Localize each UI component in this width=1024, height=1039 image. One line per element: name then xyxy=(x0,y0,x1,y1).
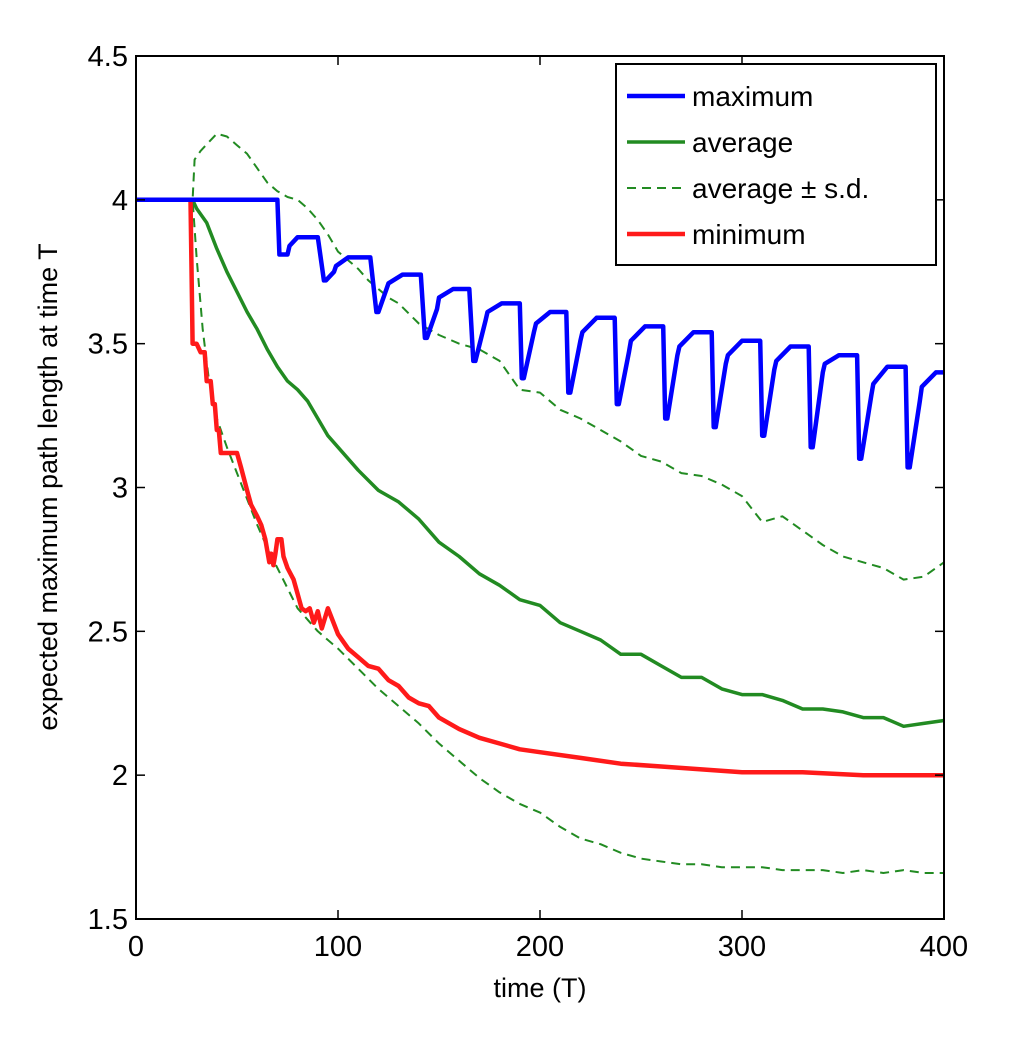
y-tick-label: 2.5 xyxy=(88,616,128,648)
series-line-average xyxy=(136,198,945,729)
y-tick-label: 1.5 xyxy=(88,904,128,936)
x-tick-label: 400 xyxy=(920,931,968,963)
series-lines xyxy=(136,132,945,874)
series-line-average-sd xyxy=(136,132,945,581)
y-tick-label: 3.5 xyxy=(88,329,128,361)
series-line-maximum xyxy=(136,197,944,470)
x-tick-label: 100 xyxy=(314,931,362,963)
y-tick-label: 3 xyxy=(112,473,128,505)
x-tick-label: 200 xyxy=(516,931,564,963)
y-tick-label: 2 xyxy=(112,760,128,792)
x-tick-label: 0 xyxy=(128,931,144,963)
series-line-minimum xyxy=(136,197,944,778)
x-tick-label: 300 xyxy=(718,931,766,963)
y-tick-label: 4 xyxy=(112,185,128,217)
legend-entries: maximum average average ± s.d. minimum xyxy=(627,81,869,250)
y-axis: 1.5 2 2.5 3 3.5 4 4.5 xyxy=(88,41,944,936)
x-axis-label: time (T) xyxy=(494,973,587,1003)
y-axis-label: expected maximum path length at time T xyxy=(33,243,63,730)
legend-label: minimum xyxy=(692,219,806,250)
legend-label: average xyxy=(692,127,793,158)
x-axis: 0 100 200 300 400 xyxy=(128,56,968,963)
y-tick-label: 4.5 xyxy=(88,41,128,73)
legend: maximum average average ± s.d. minimum xyxy=(615,63,937,266)
legend-label: maximum xyxy=(692,81,813,112)
legend-label: average ± s.d. xyxy=(692,173,869,204)
